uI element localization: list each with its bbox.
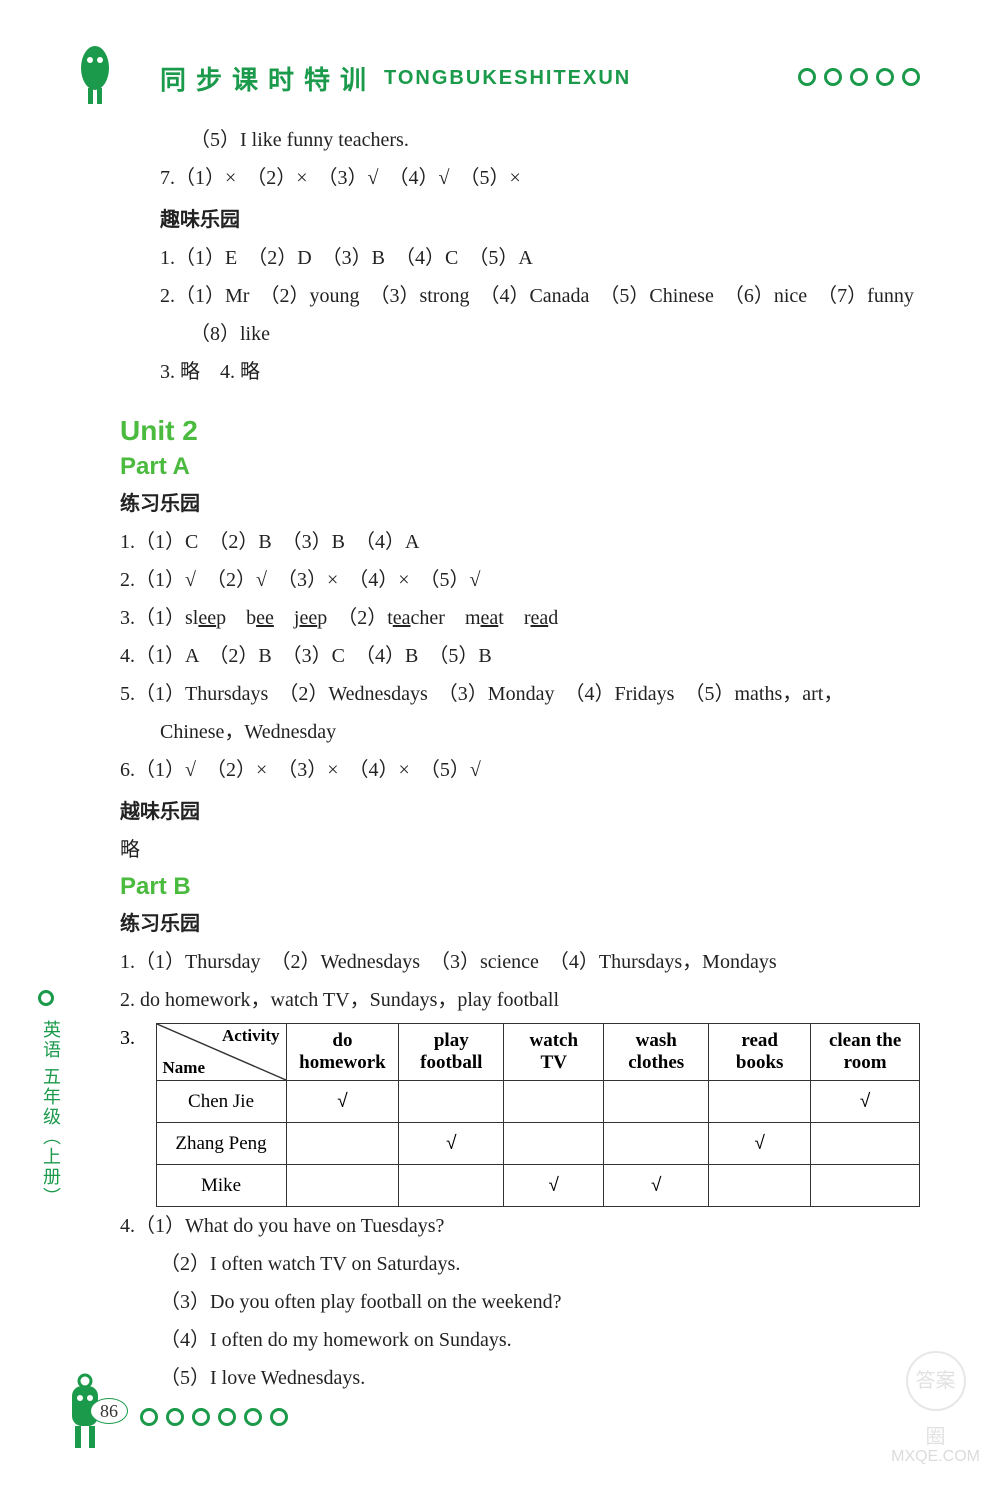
cell (286, 1123, 399, 1165)
cell: √ (286, 1081, 399, 1123)
partA-p2: 2.（1）√ （2）√ （3）× （4）× （5）√ (120, 561, 920, 599)
partB-p4-3: （3）Do you often play football on the wee… (120, 1283, 920, 1321)
partB-p4-5: （5）I love Wednesdays. (120, 1359, 920, 1397)
watermark-badge: 答案圈 (906, 1351, 966, 1411)
header-title-en: TONGBUKESHITEXUN (384, 67, 631, 90)
table-col: watch TV (504, 1024, 604, 1081)
watermark-url: MXQE.COM (891, 1448, 980, 1465)
partB-p3-num: 3. (120, 1019, 156, 1057)
top-f2: 2.（1）Mr （2）young （3）strong （4）Canada （5）… (120, 277, 920, 315)
side-circle-icon (38, 990, 54, 1006)
partA-fun-body: 略 (120, 831, 920, 869)
partA-p6: 6.（1）√ （2）× （3）× （4）× （5）√ (120, 751, 920, 789)
partB-p1: 1.（1）Thursday （2）Wednesdays （3）science （… (120, 943, 920, 981)
partA-p1: 1.（1）C （2）B （3）B （4）A (120, 523, 920, 561)
decorative-circles-top (798, 68, 920, 86)
cell (604, 1123, 709, 1165)
content-body: （5）I like funny teachers. 7.（1）× （2）× （3… (110, 121, 920, 1397)
top-f1: 1.（1）E （2）D （3）B （4）C （5）A (120, 239, 920, 277)
partA-title: Part A (120, 453, 920, 481)
decorative-circles-bottom (140, 1408, 288, 1426)
partA-p5: 5.（1）Thursdays （2）Wednesdays （3）Monday （… (120, 675, 920, 713)
top-f3: 3. 略 4. 略 (120, 353, 920, 391)
cell (604, 1081, 709, 1123)
table-col: do homework (286, 1024, 399, 1081)
cell (811, 1123, 920, 1165)
mascot-top-icon (70, 38, 120, 108)
table-col: wash clothes (604, 1024, 709, 1081)
cell (709, 1165, 811, 1207)
watermark: 答案圈 MXQE.COM (891, 1351, 980, 1466)
table-row: Chen Jie √ √ (156, 1081, 919, 1123)
partA-fun-title: 越味乐园 (120, 793, 920, 831)
partA-p5b: Chinese，Wednesday (120, 713, 920, 751)
partA-p4: 4.（1）A （2）B （3）C （4）B （5）B (120, 637, 920, 675)
activity-table: Activity Name do homework play football … (156, 1023, 920, 1207)
table-header-row: Activity Name do homework play football … (156, 1024, 919, 1081)
cell: √ (504, 1165, 604, 1207)
page-container: 同步课时特训 TONGBUKESHITEXUN （5）I like funny … (0, 0, 1000, 1437)
cell: √ (709, 1123, 811, 1165)
table-col: play football (399, 1024, 504, 1081)
partB-p3-row: 3. Activity Name do homework play footba… (120, 1019, 920, 1207)
table-diag-header: Activity Name (156, 1024, 286, 1081)
cell (709, 1081, 811, 1123)
partB-title: Part B (120, 873, 920, 901)
top-f2b: （8）like (120, 315, 920, 353)
partA-p3: 3.（1）sleep bee jeep （2）teacher meat read (120, 599, 920, 637)
partB-p2: 2. do homework，watch TV，Sundays，play foo… (120, 981, 920, 1019)
cell (504, 1123, 604, 1165)
table-col: read books (709, 1024, 811, 1081)
partB-p4-2: （2）I often watch TV on Saturdays. (120, 1245, 920, 1283)
top-q7: 7.（1）× （2）× （3）√ （4）√ （5）× (120, 159, 920, 197)
cell (399, 1165, 504, 1207)
cell (811, 1165, 920, 1207)
partA-practice-title: 练习乐园 (120, 485, 920, 523)
cell: √ (604, 1165, 709, 1207)
cell (286, 1165, 399, 1207)
header-title-cn: 同步课时特训 (160, 60, 376, 97)
cell (399, 1081, 504, 1123)
page-number: 86 (90, 1398, 128, 1424)
top-line5: （5）I like funny teachers. (120, 121, 920, 159)
row-name: Mike (156, 1165, 286, 1207)
row-name: Chen Jie (156, 1081, 286, 1123)
table-row: Zhang Peng √ √ (156, 1123, 919, 1165)
table-col: clean the room (811, 1024, 920, 1081)
table-row: Mike √ √ (156, 1165, 919, 1207)
side-label: 英语 五年级（上册） (38, 1020, 64, 1207)
row-name: Zhang Peng (156, 1123, 286, 1165)
unit2-title: Unit 2 (120, 415, 920, 447)
top-fun-title: 趣味乐园 (120, 201, 920, 239)
cell: √ (811, 1081, 920, 1123)
partB-p4-4: （4）I often do my homework on Sundays. (120, 1321, 920, 1359)
cell: √ (399, 1123, 504, 1165)
cell (504, 1081, 604, 1123)
partB-practice-title: 练习乐园 (120, 905, 920, 943)
partB-p4: 4.（1）What do you have on Tuesdays? (120, 1207, 920, 1245)
